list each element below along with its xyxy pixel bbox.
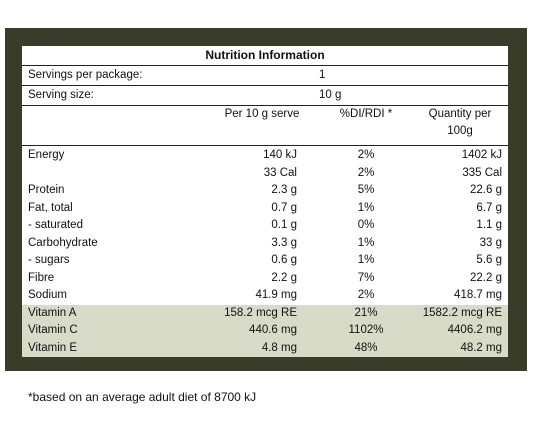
- nutrient-name: Vitamin C: [28, 324, 78, 336]
- nutrient-name: Vitamin A: [28, 306, 77, 319]
- per-100g-value: 48.2 mg: [460, 341, 502, 354]
- header-di: %DI/RDI *: [339, 108, 393, 120]
- per-100g-value: 1582.2 mcg RE: [422, 306, 502, 319]
- nutrient-name: Carbohydrate: [28, 236, 98, 249]
- per-serve-value: 0.7 g: [271, 201, 297, 214]
- per-100g-value: 1402 kJ: [461, 149, 502, 161]
- per-100g-value: 22.6 g: [470, 184, 502, 196]
- di-value: 0%: [357, 219, 375, 231]
- di-value: 2%: [357, 166, 375, 179]
- serving-size-row: Serving size: 10 g: [22, 86, 508, 106]
- servings-value: 1: [319, 69, 326, 81]
- table-row: Fibre 2.2 g 7% 22.2 g: [22, 270, 508, 288]
- table-row: Vitamin C 440.6 mg 1102% 4406.2 mg: [22, 322, 508, 340]
- table-title: Nutrition Information: [22, 46, 508, 66]
- table-row: - saturated 0.1 g 0% 1.1 g: [22, 217, 508, 235]
- nutrient-name: - sugars: [28, 254, 70, 266]
- table-row: Protein 2.3 g 5% 22.6 g: [22, 182, 508, 200]
- di-value: 7%: [357, 271, 375, 284]
- table-row: 33 Cal 2% 335 Cal: [22, 165, 508, 183]
- nutrient-name: Fibre: [28, 271, 55, 284]
- per-100g-value: 5.6 g: [476, 254, 502, 266]
- per-serve-value: 0.6 g: [271, 254, 297, 266]
- serving-size-label: Serving size:: [28, 89, 94, 101]
- di-value: 5%: [357, 184, 375, 196]
- table-row: - sugars 0.6 g 1% 5.6 g: [22, 252, 508, 270]
- di-value: 2%: [357, 149, 375, 161]
- di-value: 21%: [354, 306, 378, 319]
- nutrition-table: Nutrition Information Servings per packa…: [22, 46, 508, 357]
- per-serve-value: 140 kJ: [263, 149, 297, 161]
- di-value: 1%: [357, 236, 375, 249]
- header-quantity-line1: Quantity per: [428, 108, 492, 120]
- per-serve-value: 2.2 g: [271, 271, 297, 284]
- header-quantity: Quantity per 100g: [414, 106, 506, 140]
- serving-size-value: 10 g: [319, 89, 342, 101]
- per-100g-value: 418.7 mg: [454, 289, 502, 301]
- servings-row: Servings per package: 1: [22, 66, 508, 86]
- table-row: Fat, total 0.7 g 1% 6.7 g: [22, 200, 508, 218]
- per-serve-value: 0.1 g: [271, 219, 297, 231]
- per-100g-value: 335 Cal: [462, 166, 502, 179]
- di-value: 1%: [357, 201, 375, 214]
- per-100g-value: 1.1 g: [476, 219, 502, 231]
- table-row: Vitamin E 4.8 mg 48% 48.2 mg: [22, 339, 508, 357]
- table-row: Energy 140 kJ 2% 1402 kJ: [22, 147, 508, 165]
- per-serve-value: 41.9 mg: [255, 289, 297, 301]
- header-quantity-line2: 100g: [447, 125, 473, 137]
- nutrient-name: Protein: [28, 184, 65, 196]
- table-row: Sodium 41.9 mg 2% 418.7 mg: [22, 287, 508, 305]
- per-serve-value: 440.6 mg: [249, 324, 297, 336]
- per-100g-value: 22.2 g: [470, 271, 502, 284]
- per-serve-value: 3.3 g: [271, 236, 297, 249]
- nutrient-name: Vitamin E: [28, 341, 78, 354]
- di-value: 48%: [354, 341, 378, 354]
- nutrient-name: - saturated: [28, 219, 83, 231]
- di-value: 1%: [357, 254, 375, 266]
- nutrient-name: Energy: [28, 149, 65, 161]
- per-serve-value: 158.2 mcg RE: [224, 306, 297, 319]
- servings-label: Servings per package:: [28, 69, 143, 81]
- footnote: *based on an average adult diet of 8700 …: [28, 390, 257, 404]
- per-100g-value: 33 g: [479, 236, 502, 249]
- table-row: Carbohydrate 3.3 g 1% 33 g: [22, 235, 508, 253]
- nutrient-name: Fat, total: [28, 201, 73, 214]
- nutrient-rows: Energy 140 kJ 2% 1402 kJ 33 Cal 2% 335 Cal Prot…: [22, 146, 508, 357]
- di-value: 2%: [357, 289, 375, 301]
- per-serve-value: 4.8 mg: [261, 341, 297, 354]
- table-row: Vitamin A 158.2 mcg RE 21% 1582.2 mcg RE: [22, 304, 508, 322]
- per-100g-value: 4406.2 mg: [447, 324, 502, 336]
- per-100g-value: 6.7 g: [476, 201, 502, 214]
- column-header-row: Per 10 g serve %DI/RDI * Quantity per 10…: [22, 106, 508, 146]
- per-serve-value: 33 Cal: [263, 166, 297, 179]
- header-per-serve: Per 10 g serve: [224, 108, 300, 120]
- nutrient-name: Sodium: [28, 289, 67, 301]
- per-serve-value: 2.3 g: [271, 184, 297, 196]
- di-value: 1102%: [348, 324, 384, 336]
